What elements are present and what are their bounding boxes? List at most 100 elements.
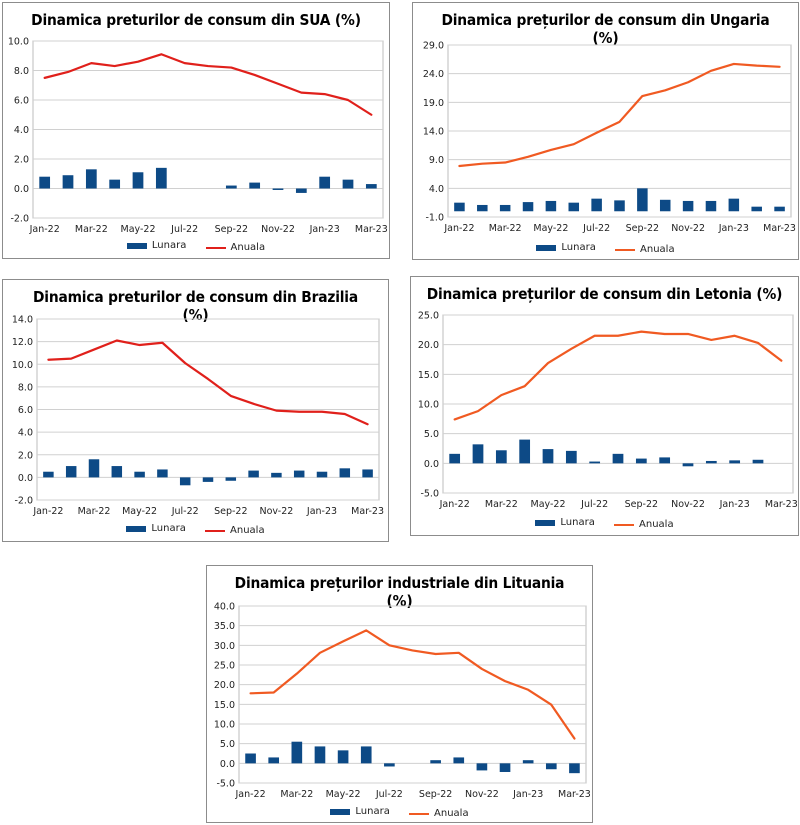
y-tick-label: 40.0	[214, 602, 235, 613]
bar-lunara	[225, 477, 237, 481]
bar-lunara	[339, 468, 351, 478]
x-tick-label: Jan-22	[234, 789, 265, 800]
x-tick-label: Jan-22	[29, 224, 60, 235]
x-tick-label: May-22	[531, 499, 566, 510]
x-tick-label: May-22	[122, 506, 157, 517]
x-tick-label: Mar-23	[763, 223, 796, 234]
legend-bar-swatch	[535, 519, 556, 526]
x-tick-label: May-22	[533, 223, 568, 234]
y-tick-label: 29.0	[423, 41, 444, 52]
chart-panel-lituania: Dinamica prețurilor industriale din Litu…	[206, 565, 593, 823]
x-tick-label: Sep-22	[214, 506, 247, 517]
y-tick-label: 8.0	[14, 66, 29, 77]
y-tick-label: -5.0	[216, 779, 235, 790]
y-tick-label: -2.0	[14, 496, 33, 507]
bar-lunara	[569, 763, 580, 774]
chart-title: Dinamica preturilor de consum din SUA (%…	[31, 11, 361, 29]
x-tick-label: Nov-22	[671, 223, 705, 234]
x-tick-label: Jul-22	[582, 223, 610, 234]
bar-lunara	[202, 477, 214, 482]
bar-lunara	[542, 449, 554, 464]
x-tick-label: Mar-23	[558, 789, 591, 800]
chart-legend: Lunara Anuala	[3, 240, 389, 253]
bar-lunara	[545, 200, 557, 212]
y-tick-label: 6.0	[18, 405, 33, 416]
bar-lunara	[249, 182, 261, 189]
bar-lunara	[342, 179, 354, 189]
x-tick-label: Mar-22	[485, 499, 518, 510]
legend-line-swatch	[615, 248, 636, 251]
legend-bar-label: Lunara	[355, 806, 390, 817]
chart-panel-ungaria: Dinamica prețurilor de consum din Ungari…	[412, 2, 799, 260]
bar-lunara	[774, 206, 785, 212]
y-tick-label: 20.0	[418, 340, 439, 351]
legend-line-label: Anuala	[640, 244, 675, 255]
y-tick-label: 2.0	[18, 450, 33, 461]
bar-lunara	[454, 202, 465, 212]
x-tick-label: Mar-23	[351, 506, 384, 517]
line-anuala	[458, 62, 781, 168]
chart-panel-sua: Dinamica preturilor de consum din SUA (%…	[2, 2, 390, 259]
y-tick-label: 5.0	[424, 429, 439, 440]
x-tick-label: Jul-22	[170, 224, 198, 235]
bar-lunara	[545, 763, 557, 770]
chart-panel-letonia: Dinamica prețurilor de consum din Letoni…	[410, 276, 799, 536]
y-tick-label: 24.0	[423, 69, 444, 80]
y-tick-label: 19.0	[423, 98, 444, 109]
bar-lunara	[635, 458, 647, 464]
x-tick-label: Jan-22	[32, 506, 63, 517]
chart-legend: Lunara Anuala	[3, 523, 388, 536]
y-tick-label: 25.0	[418, 311, 439, 322]
y-tick-label: -5.0	[420, 489, 439, 500]
y-tick-label: 9.0	[429, 155, 444, 166]
bar-lunara	[134, 471, 145, 478]
bar-lunara	[384, 763, 395, 767]
legend-bar-label: Lunara	[151, 523, 186, 534]
legend-bar-swatch	[126, 525, 147, 532]
y-tick-label: -2.0	[10, 214, 29, 225]
bar-lunara	[728, 198, 740, 212]
y-tick-label: 20.0	[214, 680, 235, 691]
y-tick-label: 15.0	[418, 370, 439, 381]
x-tick-label: Mar-23	[765, 499, 798, 510]
legend-line-label: Anuala	[230, 242, 266, 253]
bar-lunara	[682, 463, 694, 467]
y-tick-label: 6.0	[14, 96, 29, 107]
legend-line-label: Anuala	[639, 519, 674, 530]
bar-lunara	[293, 470, 305, 478]
x-tick-label: Jan-22	[443, 223, 474, 234]
y-tick-label: 25.0	[214, 661, 235, 672]
x-tick-label: Nov-22	[465, 789, 499, 800]
bar-lunara	[337, 750, 349, 764]
x-tick-label: Mar-22	[280, 789, 313, 800]
x-tick-label: Jan-23	[718, 223, 749, 234]
y-tick-label: 4.0	[429, 184, 444, 195]
bar-lunara	[682, 200, 694, 212]
bar-lunara	[295, 188, 307, 193]
x-tick-label: Sep-22	[625, 499, 658, 510]
bar-lunara	[591, 198, 602, 212]
bar-lunara	[179, 477, 191, 486]
y-tick-label: 30.0	[214, 641, 235, 652]
x-tick-label: Mar-22	[489, 223, 522, 234]
x-tick-label: Jan-22	[439, 499, 470, 510]
bar-lunara	[519, 439, 531, 464]
y-tick-label: 10.0	[214, 720, 235, 731]
bar-lunara	[495, 450, 507, 464]
bar-lunara	[477, 204, 488, 212]
x-tick-label: Mar-22	[75, 224, 108, 235]
x-tick-label: May-22	[326, 789, 361, 800]
y-tick-label: 14.0	[12, 315, 33, 326]
legend-bar-label: Lunara	[151, 240, 187, 251]
bar-lunara	[637, 188, 648, 212]
bar-lunara	[614, 200, 625, 212]
legend-line-swatch	[409, 812, 430, 815]
bar-lunara	[522, 202, 534, 212]
bar-lunara	[39, 176, 51, 189]
legend-bar-label: Lunara	[560, 517, 595, 528]
y-tick-label: 35.0	[214, 621, 235, 632]
bar-lunara	[157, 469, 168, 478]
y-tick-label: 10.0	[8, 37, 29, 48]
bar-lunara	[272, 188, 284, 190]
bar-lunara	[499, 763, 511, 772]
